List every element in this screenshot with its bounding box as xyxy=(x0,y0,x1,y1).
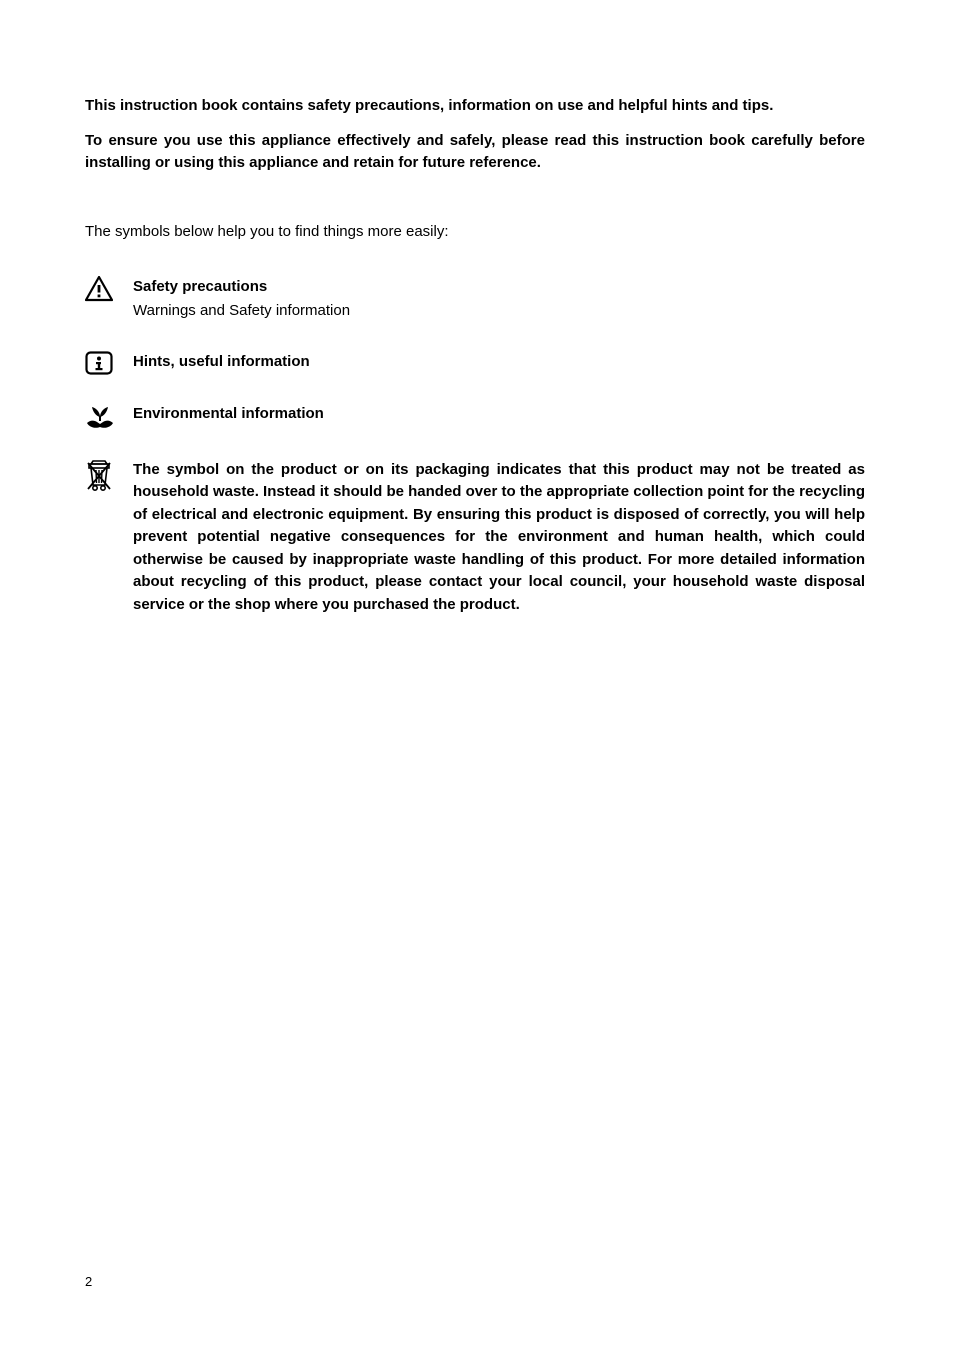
item-environment-title: Environmental information xyxy=(133,403,324,426)
item-recycle: The symbol on the product or on its pack… xyxy=(85,459,865,617)
item-recycle-text-col: The symbol on the product or on its pack… xyxy=(123,459,865,617)
page-number: 2 xyxy=(85,1274,92,1289)
weee-crossed-bin-icon xyxy=(85,459,123,493)
item-hints-title: Hints, useful information xyxy=(133,351,310,374)
warning-triangle-icon xyxy=(85,276,123,302)
info-box-icon xyxy=(85,351,123,375)
item-safety-text: Safety precautions Warnings and Safety i… xyxy=(123,276,865,323)
item-recycle-text: The symbol on the product or on its pack… xyxy=(133,459,865,617)
page-content: This instruction book contains safety pr… xyxy=(85,95,865,644)
intro-line-1: This instruction book contains safety pr… xyxy=(85,95,865,118)
item-safety-subtitle: Warnings and Safety information xyxy=(133,300,865,323)
plant-hands-icon xyxy=(85,403,123,431)
item-safety: Safety precautions Warnings and Safety i… xyxy=(85,276,865,323)
item-environment: Environmental information xyxy=(85,403,865,431)
item-hints-text: Hints, useful information xyxy=(123,351,865,375)
intro-line-2: To ensure you use this appliance effecti… xyxy=(85,130,865,175)
item-safety-title: Safety precautions xyxy=(133,276,865,299)
symbols-intro: The symbols below help you to find thing… xyxy=(85,223,865,240)
item-environment-text: Environmental information xyxy=(123,403,865,427)
item-hints: Hints, useful information xyxy=(85,351,865,375)
